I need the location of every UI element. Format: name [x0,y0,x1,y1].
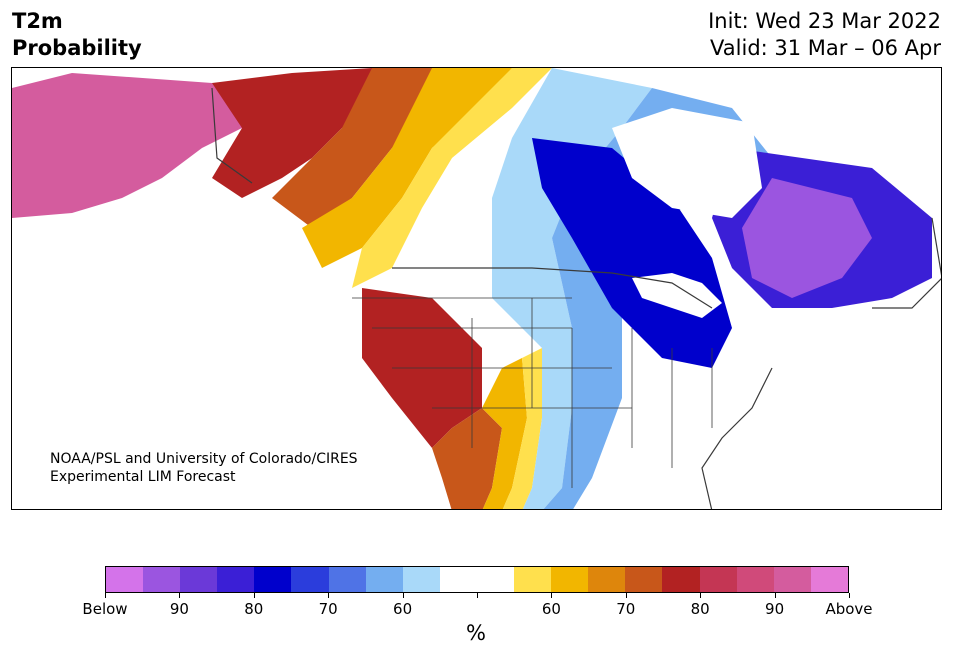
colorbar-swatch [476,567,515,592]
title-line-kind: Probability [12,36,142,60]
great-lakes [632,273,722,318]
credit-product: Experimental LIM Forecast [50,469,236,485]
region-below-50 [492,68,652,509]
colorbar-tick [625,593,627,598]
colorbar-swatch [662,567,700,592]
colorbar-swatch [699,567,737,592]
colorbar-swatch [773,567,811,592]
colorbar-swatch [291,567,329,592]
colorbar-tick [328,593,330,598]
country-border [211,87,713,309]
colorbar-tick-label: 80 [244,600,264,618]
map-canvas [12,68,941,509]
colorbar-swatch [588,567,626,592]
region-below-90 [742,178,872,298]
init-date: Init: Wed 23 Mar 2022 [708,9,941,33]
region-above-80-north [212,68,392,198]
colorbar-tick [774,593,776,598]
title-line-variable: T2m [12,9,63,33]
colorbar-swatch [439,567,477,592]
credit-institution: NOAA/PSL and University of Colorado/CIRE… [50,451,358,467]
colorbar-swatch [514,567,552,592]
colorbar-tick-label: 60 [541,600,561,618]
colorbar-tick [253,593,255,598]
colorbar-swatch [217,567,255,592]
colorbar-tick [700,593,702,598]
region-above-60-southwest [482,358,527,509]
colorbar-tick [105,593,106,598]
hudson-bay [612,108,762,218]
coastline-east [701,217,941,509]
colorbar-tick [551,593,553,598]
colorbar-swatch [106,567,144,592]
colorbar-swatch [143,567,181,592]
colorbar-tick [179,593,181,598]
colorbar-unit: % [466,621,486,645]
forecast-map: NOAA/PSL and University of Colorado/CIRE… [11,67,942,510]
colorbar-tick-label: Below [82,600,128,618]
colorbar-swatch [328,567,366,592]
colorbar-tick-label: 60 [393,600,413,618]
colorbar-tick-label: 90 [169,600,189,618]
colorbar-tick [477,593,478,598]
colorbar-tick [849,593,850,598]
region-above-70-north [272,68,432,228]
region-above-70-southwest [432,408,502,509]
colorbar-swatch [254,567,292,592]
colorbar [105,566,849,593]
colorbar-swatch [180,567,218,592]
colorbar-swatch [551,567,589,592]
region-above-90 [12,73,252,218]
colorbar-tick-label: 70 [318,600,338,618]
colorbar-tick-label: 80 [690,600,710,618]
colorbar-swatch [810,567,848,592]
valid-dates: Valid: 31 Mar – 06 Apr [710,36,941,60]
colorbar-swatch [736,567,774,592]
forecast-credit: NOAA/PSL and University of Colorado/CIRE… [50,450,358,486]
colorbar-tick-label: 90 [765,600,785,618]
map-title: T2m Probability [12,8,142,62]
colorbar-tick-label: Above [825,600,873,618]
region-above-50-north [352,68,552,288]
colorbar-swatch [625,567,663,592]
colorbar-tick [402,593,404,598]
region-above-60-north [302,68,512,268]
colorbar-swatch [402,567,440,592]
colorbar-swatch [365,567,403,592]
forecast-dates: Init: Wed 23 Mar 2022 Valid: 31 Mar – 06… [708,8,941,62]
colorbar-tick-label: 70 [616,600,636,618]
state-borders [352,297,713,488]
